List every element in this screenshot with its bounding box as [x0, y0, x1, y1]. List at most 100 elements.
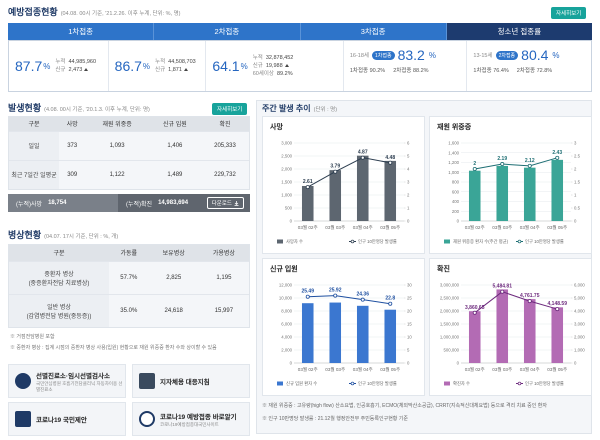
- y-tick-label: 500: [285, 206, 293, 211]
- section-title: 주간 발생 추이: [262, 104, 311, 113]
- x-tick-label: 03월 03주: [325, 366, 345, 373]
- y-tick-label: 600: [452, 189, 460, 194]
- tab[interactable]: 3차접종: [300, 23, 447, 40]
- rate: 80.4: [521, 47, 549, 63]
- dose-stat: 86.7% 누적 44,508,703 신규 1,871: [109, 41, 207, 91]
- y-tick-label: 4,000: [281, 335, 292, 340]
- cell: 35.0%: [109, 293, 149, 327]
- x-tick-label: 03월 05주: [547, 224, 567, 231]
- y-tick-label: 1,400: [448, 150, 459, 155]
- data-label: 24.36: [356, 292, 369, 298]
- link-box[interactable]: 지자체용 대응지침: [132, 364, 250, 398]
- y-tick-label: 0: [290, 361, 293, 366]
- y-tick-label: 2,000,000: [440, 309, 460, 314]
- chart: 재원 위중증 0 200 400 600 800 1,000 1,200 1,400 1,600 0…: [429, 116, 592, 254]
- tab[interactable]: 청소년 접종률: [446, 23, 592, 40]
- download-icon: [234, 200, 239, 206]
- badge: 1차접종: [371, 50, 395, 60]
- y2-tick-label: 0: [407, 361, 410, 366]
- y-tick-label: 1,200: [448, 160, 459, 165]
- total: (누적)사망 18,754: [8, 194, 118, 212]
- detail-button[interactable]: 자세히보기: [551, 7, 587, 19]
- line-point: [305, 294, 310, 299]
- badge: 2차접종: [495, 50, 519, 60]
- y-tick-label: 0: [290, 219, 293, 224]
- y-tick-label: 2,500: [281, 154, 292, 159]
- x-tick-label: 03월 02주: [465, 366, 485, 373]
- value: 44,508,703: [168, 59, 196, 65]
- unit: %: [240, 61, 248, 71]
- vaccination-stats: 87.7% 누적 44,985,960 신규 2,473 86.7% 누적 44,50…: [8, 40, 592, 92]
- tabs: 1차접종 2차접종 3차접종 청소년 접종률: [8, 23, 592, 40]
- line-point: [360, 155, 365, 160]
- link-sub: 코로나19예방접종대국민사이트: [160, 421, 219, 427]
- cell: 229,732: [200, 159, 249, 189]
- data-label: 2.43: [552, 150, 562, 156]
- rate: 87.7: [15, 58, 43, 74]
- section-note: (04.07. 17시 기준, 단위 : %, 개): [44, 234, 119, 240]
- y2-tick-label: 1: [407, 206, 410, 211]
- y-tick-label: 1,500: [281, 180, 292, 185]
- y2-tick-label: 6: [407, 141, 410, 146]
- y-tick-label: 6,000: [281, 322, 292, 327]
- value: 2,473: [68, 67, 83, 73]
- cell: 일반 병상 (감염병전담 병원(중등증)): [9, 293, 109, 327]
- note: ※ 인구 10만명당 발생률 : 21.12월 행정안전부 주민등록인구현황 기…: [262, 416, 408, 422]
- dose-lines: 누적 44,985,960 신규 2,473: [55, 58, 96, 74]
- dose-lines: 누적 44,508,703 신규 1,871: [155, 58, 196, 74]
- tab[interactable]: 1차접종: [8, 23, 155, 40]
- legend-swatch: [517, 381, 522, 386]
- legend-swatch: [350, 381, 355, 386]
- download-button[interactable]: 다운로드: [206, 197, 244, 209]
- rate: 64.1: [212, 58, 240, 74]
- x-tick-label: 03월 03주: [325, 224, 345, 231]
- y2-tick-label: 25: [407, 296, 412, 301]
- y2-tick-label: 10: [407, 335, 412, 340]
- label: 신규: [55, 67, 66, 73]
- x-tick-label: 03월 04주: [353, 366, 373, 373]
- header-cell: 구분: [9, 117, 59, 131]
- link-box[interactable]: 코로나19 예방접종 바로알기 코로나19예방접종대국민사이트: [132, 402, 250, 436]
- y-tick-label: 200: [452, 209, 460, 214]
- legend-label: 신규 입원 환자 수: [286, 380, 317, 387]
- dose-stat: 87.7% 누적 44,985,960 신규 2,473: [9, 41, 109, 91]
- chart: 사망 0 500 1,000 1,500 2,000 2,500 3,000 0 1 2 3 4 5 6 03…: [262, 116, 425, 254]
- row: 일일 373 1,093 1,406 205,333: [9, 130, 249, 160]
- x-tick-label: 03월 02주: [298, 366, 318, 373]
- y-tick-label: 12,000: [279, 283, 293, 288]
- icon: [15, 373, 31, 389]
- section-title: 발생현황: [8, 103, 42, 113]
- line-point: [305, 185, 310, 190]
- legend-swatch: [517, 239, 522, 244]
- bed-name: 일반 병상: [47, 304, 71, 311]
- bar: [356, 305, 369, 363]
- beds-header: 병상현황 (04.07. 17시 기준, 단위 : %, 개): [8, 228, 118, 241]
- bed-sub: (감염병전담 병원(중등증)): [26, 313, 92, 320]
- y-tick-label: 10,000: [279, 296, 293, 301]
- header-cell: 사망: [59, 117, 86, 131]
- data-label: 4,761.75: [520, 293, 540, 299]
- y2-tick-label: 2: [574, 167, 577, 172]
- line-point: [527, 299, 532, 304]
- tab[interactable]: 2차접종: [154, 23, 301, 40]
- bar: [468, 311, 481, 363]
- cell: 1,489: [148, 159, 201, 189]
- legend-label: 재원 위중증 환자 수(주간 평균): [453, 238, 509, 245]
- link-box[interactable]: 선별진료소·임시선별검사소 국민안심병원 호흡기전담클리닉 자동차이용 선별진료소: [8, 364, 126, 398]
- y2-tick-label: 3: [407, 180, 410, 185]
- link-text: 선별진료소·임시선별검사소 국민안심병원 호흡기전담클리닉 자동차이용 선별진료소: [36, 370, 125, 393]
- label: 신규: [252, 63, 263, 69]
- bar: [384, 160, 397, 221]
- y2-tick-label: 2.5: [574, 154, 581, 159]
- detail-button[interactable]: 자세히보기: [212, 103, 248, 115]
- icon: [139, 411, 155, 427]
- link-box[interactable]: 코로나19 국민제안: [8, 402, 126, 436]
- y2-tick-label: 4,000: [574, 309, 585, 314]
- label: 60세이상: [252, 71, 274, 77]
- y-tick-label: 1,600: [448, 141, 459, 146]
- data-label: 25.92: [329, 288, 342, 294]
- total: (누적)확진 14,983,694 다운로드: [118, 194, 250, 212]
- value: 44,985,960: [68, 59, 97, 65]
- data-label: 4.87: [358, 150, 368, 156]
